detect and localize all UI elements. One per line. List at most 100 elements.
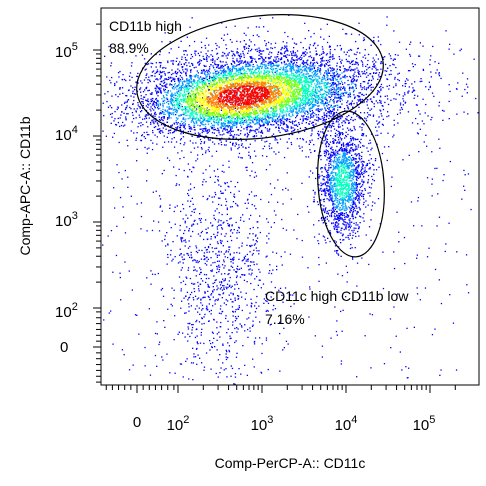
event-dot	[380, 75, 382, 78]
event-dot	[158, 343, 160, 346]
event-dot	[223, 259, 225, 261]
event-dot	[355, 189, 357, 192]
event-dot	[170, 48, 172, 50]
event-dot	[163, 79, 165, 82]
event-dot	[337, 130, 339, 132]
event-dot	[220, 326, 222, 328]
event-dot	[197, 354, 199, 356]
event-dot	[249, 130, 251, 132]
event-dot	[267, 368, 269, 371]
event-dot	[285, 187, 287, 189]
event-dot	[343, 144, 345, 146]
event-dot	[457, 82, 459, 84]
event-dot	[352, 150, 354, 152]
event-dot	[159, 113, 161, 115]
event-dot	[293, 47, 295, 49]
event-dot	[171, 287, 173, 289]
event-dot	[222, 285, 224, 287]
event-dot	[285, 50, 287, 52]
event-dot	[352, 234, 354, 237]
event-dot	[213, 275, 215, 277]
event-dot	[240, 138, 242, 140]
event-dot	[167, 100, 169, 102]
event-dot	[235, 276, 238, 279]
event-dot	[270, 47, 272, 49]
event-dot	[412, 90, 414, 92]
event-dot	[367, 179, 370, 181]
event-dot	[299, 147, 301, 149]
event-dot	[398, 41, 401, 43]
event-dot	[372, 86, 374, 88]
event-dot	[388, 146, 390, 148]
event-dot	[382, 108, 385, 111]
event-dot	[151, 108, 153, 110]
event-dot	[154, 75, 156, 77]
event-dot	[386, 159, 388, 162]
event-dot	[162, 94, 165, 97]
event-dot	[247, 237, 249, 239]
event-dot	[180, 138, 182, 140]
event-dot	[180, 63, 182, 65]
event-dot	[291, 120, 294, 122]
event-dot	[191, 225, 193, 227]
event-dot	[333, 219, 335, 221]
event-dot	[260, 63, 262, 65]
event-dot	[419, 128, 421, 130]
event-dot	[191, 110, 193, 112]
event-dot	[219, 134, 221, 136]
event-dot	[330, 56, 332, 58]
event-dot	[255, 240, 257, 242]
event-dot	[325, 91, 327, 93]
event-dot	[203, 369, 205, 371]
event-dot	[247, 336, 249, 338]
event-dot	[123, 78, 126, 81]
event-dot	[318, 173, 320, 176]
event-dot	[365, 65, 367, 68]
event-dot	[375, 61, 377, 63]
event-dot	[155, 97, 157, 100]
event-dot	[202, 128, 204, 130]
event-dot	[349, 144, 351, 146]
event-dot	[302, 63, 305, 65]
event-dot	[323, 118, 325, 121]
event-dot	[334, 75, 336, 78]
event-dot	[247, 260, 249, 262]
event-dot	[197, 62, 199, 64]
event-dot	[158, 87, 160, 89]
event-dot	[284, 287, 287, 289]
event-dot	[345, 207, 348, 209]
event-dot	[135, 139, 137, 141]
event-dot	[123, 102, 126, 104]
event-dot	[291, 52, 293, 55]
event-dot	[358, 140, 361, 143]
event-dot	[254, 311, 257, 313]
event-dot	[290, 51, 292, 53]
event-dot	[281, 218, 283, 221]
event-dot	[266, 242, 268, 244]
event-dot	[276, 117, 279, 120]
event-dot	[219, 288, 221, 290]
event-dot	[325, 146, 328, 148]
event-dot	[456, 113, 458, 115]
event-dot	[248, 47, 250, 50]
event-dot	[203, 273, 206, 276]
event-dot	[221, 297, 223, 299]
event-dot	[357, 184, 359, 186]
event-dot	[318, 65, 320, 67]
event-dot	[278, 60, 280, 62]
event-dot	[193, 220, 195, 222]
event-dot	[340, 49, 342, 51]
event-dot	[325, 54, 328, 56]
event-dot	[423, 123, 425, 125]
event-dot	[128, 89, 130, 91]
event-dot	[365, 165, 367, 167]
event-dot	[361, 195, 363, 197]
event-dot	[191, 326, 194, 329]
event-dot	[126, 113, 128, 115]
event-dot	[256, 263, 258, 265]
event-dot	[277, 142, 279, 144]
event-dot	[436, 69, 438, 71]
event-dot	[350, 68, 352, 71]
event-dot	[156, 93, 158, 95]
event-dot	[220, 251, 222, 253]
